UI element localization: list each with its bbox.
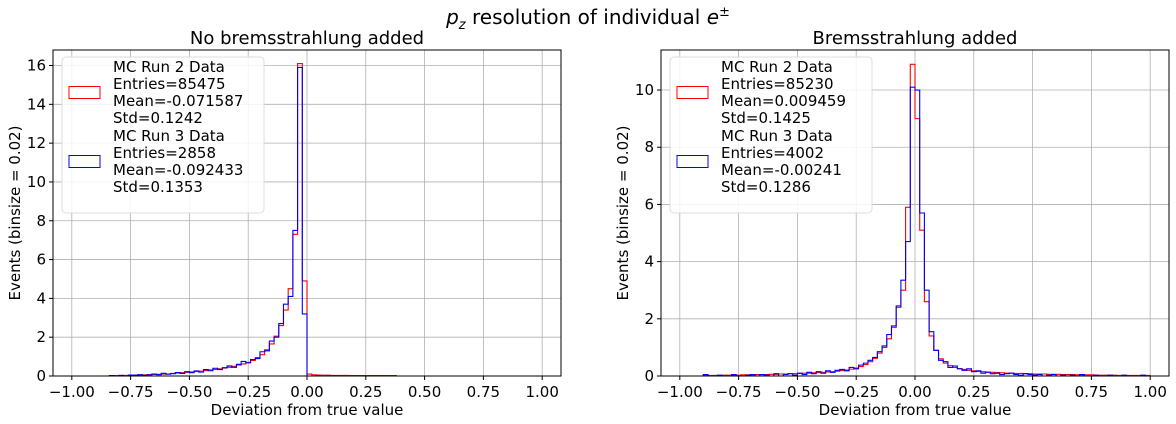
y-axis-label: Events (binsize = 0.02) (6, 125, 24, 300)
x-tick-label: 0.50 (1016, 383, 1049, 401)
y-tick-label: 4 (36, 289, 46, 307)
x-tick-label: −0.75 (716, 383, 762, 401)
legend-box (61, 56, 265, 214)
x-tick-label: 0.00 (898, 383, 931, 401)
x-tick-label: 1.00 (525, 383, 558, 401)
y-tick-label: 4 (644, 253, 654, 271)
x-tick-label: 0.25 (957, 383, 990, 401)
legend-series-name: MC Run 2 Data (113, 58, 225, 76)
legend-stat-line: Std=0.1425 (721, 109, 811, 127)
x-tick-label: 0.50 (408, 383, 441, 401)
x-tick-label: −1.00 (49, 383, 95, 401)
legend-swatch (676, 155, 709, 168)
legend-stat-line: Mean=-0.092433 (113, 161, 243, 179)
y-tick-label: 12 (27, 134, 46, 152)
legend-stat-line: Entries=85230 (721, 75, 834, 93)
x-tick-label: −1.00 (657, 383, 703, 401)
y-tick-label: 8 (644, 138, 654, 156)
histogram-run3 (108, 66, 312, 377)
legend-stat-line: Mean=-0.00241 (721, 161, 842, 179)
y-tick-label: 10 (27, 173, 46, 191)
chart-title: Bremsstrahlung added (813, 28, 1018, 49)
left-chart-panel: −1.00 −0.75 −0.50 −0.25 0.00 0.25 0.50 0.75 1.00… (6, 28, 562, 419)
legend-stat-line: Entries=2858 (113, 144, 216, 162)
legend-swatch (676, 86, 709, 99)
y-tick-label: 0 (644, 367, 654, 385)
y-tick-label: 10 (635, 81, 654, 99)
x-tick-label: −0.50 (774, 383, 820, 401)
figure-suptitle: pz resolution of individual e± (445, 5, 730, 33)
legend-swatch (68, 86, 101, 99)
legend-swatch (68, 155, 101, 168)
x-tick-label: 0.75 (467, 383, 500, 401)
legend: MC Run 2 DataEntries=85475Mean=-0.071587… (61, 56, 265, 214)
legend-stat-line: Std=0.1286 (721, 178, 811, 196)
chart-title: No bremsstrahlung added (190, 28, 424, 49)
x-tick-label: 0.25 (349, 383, 382, 401)
y-tick-label: 14 (27, 95, 46, 113)
legend-series-name: MC Run 3 Data (113, 127, 225, 145)
y-axis-label: Events (binsize = 0.02) (614, 125, 632, 300)
legend-series-name: MC Run 3 Data (721, 127, 833, 145)
x-axis-label: Deviation from true value (211, 401, 404, 419)
x-tick-label: 0.75 (1075, 383, 1108, 401)
y-tick-label: 2 (644, 310, 654, 328)
y-tick-label: 6 (644, 195, 654, 213)
legend-stat-line: Entries=85475 (113, 75, 226, 93)
legend-series-name: MC Run 2 Data (721, 58, 833, 76)
x-tick-label: −0.50 (166, 383, 212, 401)
y-tick-label: 2 (36, 328, 46, 346)
x-tick-label: 0.00 (290, 383, 323, 401)
legend-box (669, 56, 873, 214)
y-tick-label: 6 (36, 251, 46, 269)
x-tick-label: −0.75 (108, 383, 154, 401)
legend-stat-line: Std=0.1242 (113, 109, 203, 127)
y-tick-label: 8 (36, 212, 46, 230)
legend-stat-line: Mean=0.009459 (721, 92, 846, 110)
legend-stat-line: Mean=-0.071587 (113, 92, 243, 110)
legend: MC Run 2 DataEntries=85230Mean=0.009459S… (669, 56, 873, 214)
legend-stat-line: Entries=4002 (721, 144, 824, 162)
y-tick-label: 16 (27, 57, 46, 75)
x-tick-label: 1.00 (1133, 383, 1166, 401)
x-tick-label: −0.25 (833, 383, 879, 401)
legend-stat-line: Std=0.1353 (113, 178, 203, 196)
x-tick-label: −0.25 (225, 383, 271, 401)
x-axis-label: Deviation from true value (819, 401, 1012, 419)
right-chart-panel: −1.00 −0.75 −0.50 −0.25 0.00 0.25 0.50 0.75 1.00… (614, 28, 1170, 419)
y-tick-label: 0 (36, 367, 46, 385)
